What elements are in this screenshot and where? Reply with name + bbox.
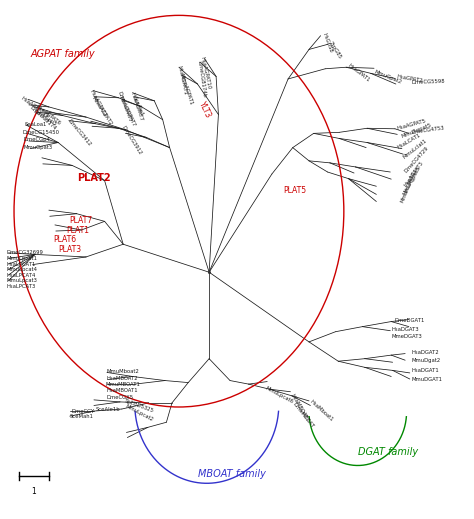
Text: DmeCG8174: DmeCG8174 bbox=[28, 105, 57, 131]
Text: HsaMBOAT1: HsaMBOAT1 bbox=[106, 388, 137, 393]
Text: HsaMBOAT7: HsaMBOAT7 bbox=[290, 393, 310, 423]
Text: MmuLpcat4: MmuLpcat4 bbox=[6, 267, 37, 272]
Text: 1: 1 bbox=[31, 487, 36, 496]
Text: MmuLpcat6: MmuLpcat6 bbox=[264, 386, 294, 404]
Text: HsaAGPAT3: HsaAGPAT3 bbox=[403, 160, 424, 188]
Text: MmeDGAT3: MmeDGAT3 bbox=[391, 334, 422, 339]
Text: DmeCG15450: DmeCG15450 bbox=[22, 130, 59, 135]
Text: HsGpS8: HsGpS8 bbox=[321, 32, 333, 53]
Text: DmeGpp5: DmeGpp5 bbox=[32, 109, 57, 127]
Text: HsaLCAT1: HsaLCAT1 bbox=[396, 132, 421, 150]
Text: HsaDGAT2: HsaDGAT2 bbox=[411, 350, 439, 354]
Text: MmuLpcat2: MmuLpcat2 bbox=[124, 404, 154, 423]
Text: MmuAGPAT7: MmuAGPAT7 bbox=[118, 95, 136, 128]
Text: MmuAgpat3: MmuAgpat3 bbox=[402, 165, 421, 196]
Text: HsaLPCAT1: HsaLPCAT1 bbox=[6, 262, 36, 267]
Text: DmeMBOAT: DmeMBOAT bbox=[292, 401, 315, 429]
Text: HsaGPAT1: HsaGPAT1 bbox=[347, 63, 371, 84]
Text: HsaMBOAT2: HsaMBOAT2 bbox=[107, 376, 138, 381]
Text: HsaAGPAT5: HsaAGPAT5 bbox=[397, 118, 427, 131]
Text: HsaAGPAT10: HsaAGPAT10 bbox=[200, 57, 211, 90]
Text: MmuAGPAT4: MmuAGPAT4 bbox=[400, 171, 417, 203]
Text: DmeCG4729: DmeCG4729 bbox=[403, 145, 429, 174]
Text: HsaAGPAT7: HsaAGPAT7 bbox=[130, 92, 144, 122]
Text: DmeCG5598: DmeCG5598 bbox=[411, 79, 445, 85]
Text: HsaDGAT3: HsaDGAT3 bbox=[392, 327, 419, 332]
Text: DGAT family: DGAT family bbox=[358, 447, 418, 457]
Text: MmuAGPAT2: MmuAGPAT2 bbox=[91, 95, 113, 126]
Text: HsaAGPAT11: HsaAGPAT11 bbox=[19, 95, 50, 119]
Text: MmuGpat2: MmuGpat2 bbox=[373, 69, 402, 85]
Text: DmeCG4753: DmeCG4753 bbox=[411, 125, 445, 135]
Text: DmeCGX5: DmeCGX5 bbox=[106, 395, 133, 400]
Text: HsaLPCAT4: HsaLPCAT4 bbox=[6, 273, 36, 278]
Text: DmeCG3912: DmeCG3912 bbox=[121, 125, 143, 156]
Text: SeaLoa1: SeaLoa1 bbox=[24, 122, 46, 127]
Text: HsaAGPAT2: HsaAGPAT2 bbox=[89, 89, 107, 118]
Text: DmeCG3412: DmeCG3412 bbox=[66, 118, 92, 147]
Text: MmuMboat2: MmuMboat2 bbox=[106, 369, 139, 374]
Text: HsaGPAT2: HsaGPAT2 bbox=[397, 74, 424, 84]
Text: YLT3: YLT3 bbox=[198, 100, 213, 119]
Text: DmeCG32699: DmeCG32699 bbox=[6, 250, 43, 255]
Text: PLAT2: PLAT2 bbox=[77, 173, 110, 183]
Text: HsaMboat1: HsaMboat1 bbox=[309, 399, 334, 422]
Text: MmuAgpat5: MmuAgpat5 bbox=[401, 122, 433, 139]
Text: SceAle1b: SceAle1b bbox=[95, 407, 120, 412]
Text: PLAT3: PLAT3 bbox=[58, 245, 81, 254]
Text: MmuGpat3: MmuGpat3 bbox=[23, 145, 53, 150]
Text: DmeCGp4: DmeCGp4 bbox=[23, 137, 50, 142]
Text: AGPAT family: AGPAT family bbox=[30, 49, 95, 59]
Text: HsaLPCAT3: HsaLPCAT3 bbox=[6, 284, 36, 289]
Text: PLAT7: PLAT7 bbox=[69, 216, 92, 225]
Text: PLAT6: PLAT6 bbox=[54, 235, 77, 243]
Text: DmeCGY: DmeCGY bbox=[71, 408, 94, 414]
Text: MmuAGPAT1: MmuAGPAT1 bbox=[179, 73, 194, 106]
Text: SceAle1: SceAle1 bbox=[132, 96, 144, 117]
Text: PLAT1: PLAT1 bbox=[66, 225, 89, 235]
Text: PLAT5: PLAT5 bbox=[283, 186, 307, 195]
Text: DmeAGPAT7: DmeAGPAT7 bbox=[116, 91, 132, 123]
Text: HsaDGAT1: HsaDGAT1 bbox=[411, 368, 439, 373]
Text: DmeDGAT1: DmeDGAT1 bbox=[394, 318, 424, 323]
Text: MBOAT family: MBOAT family bbox=[198, 469, 265, 479]
Text: SpEBD5325: SpEBD5325 bbox=[124, 399, 155, 414]
Text: ZrpG85: ZrpG85 bbox=[328, 40, 343, 60]
Text: DmeCG8174b: DmeCG8174b bbox=[196, 61, 207, 98]
Text: HsaAGPAT1: HsaAGPAT1 bbox=[176, 65, 187, 95]
Text: MmuDGAT1: MmuDGAT1 bbox=[411, 376, 442, 381]
Text: SceMah1: SceMah1 bbox=[70, 414, 94, 419]
Text: HsaAGPAT6: HsaAGPAT6 bbox=[35, 103, 62, 126]
Text: MmuLpcat1: MmuLpcat1 bbox=[6, 256, 37, 261]
Text: MmuDgat2: MmuDgat2 bbox=[411, 358, 440, 363]
Text: MmuLclat1: MmuLclat1 bbox=[402, 138, 428, 160]
Text: MmuLpcat3: MmuLpcat3 bbox=[6, 278, 37, 283]
Text: MmuMBOAT1: MmuMBOAT1 bbox=[105, 382, 140, 387]
